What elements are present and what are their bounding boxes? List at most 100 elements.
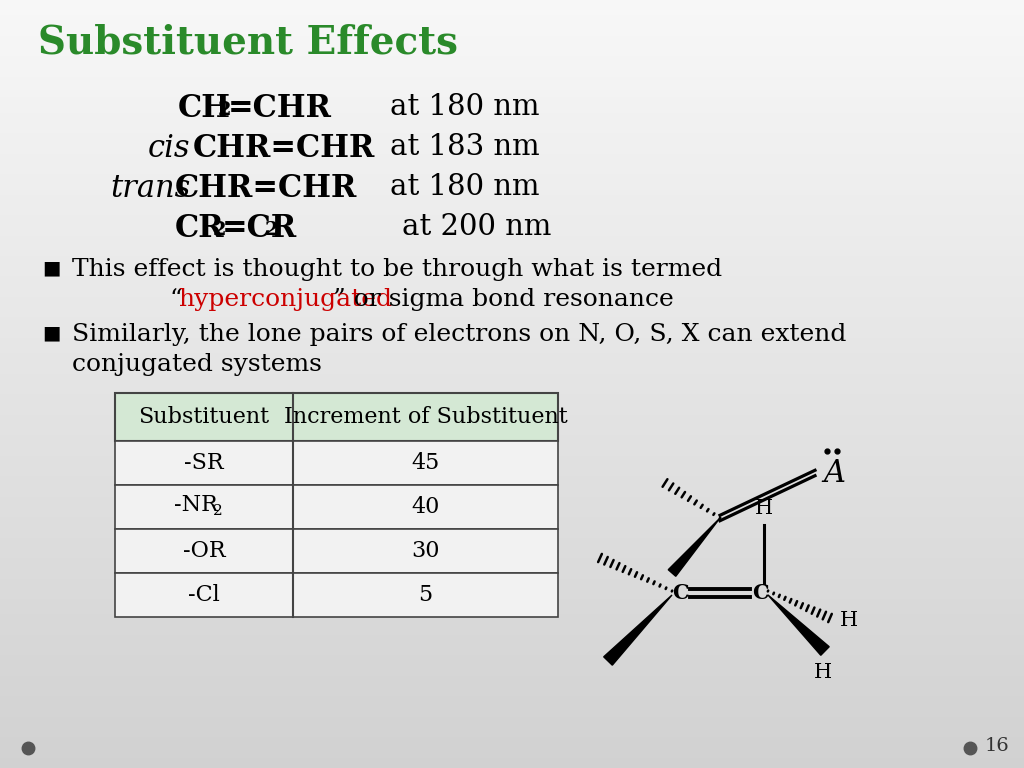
Bar [0,660,1024,666]
Bar [0,50,1024,56]
Bar [0,301,1024,307]
Bar [0,296,1024,302]
Bar [0,608,1024,614]
Text: “: “ [170,288,182,311]
Bar [0,286,1024,292]
Bar [0,737,1024,743]
Bar [0,250,1024,256]
Bar [0,537,1024,543]
Bar [0,603,1024,609]
Bar [0,311,1024,317]
Bar [0,562,1024,568]
Bar [0,664,1024,670]
Text: -OR: -OR [182,540,225,562]
Polygon shape [669,518,720,576]
Bar [0,511,1024,517]
Bar [0,572,1024,578]
Bar [0,209,1024,215]
Text: 2: 2 [213,221,226,239]
Text: =CHR: =CHR [228,93,332,124]
Bar [0,337,1024,343]
Bar [0,178,1024,184]
Bar [0,547,1024,553]
Bar [0,706,1024,712]
Bar [0,122,1024,128]
Bar [115,441,558,485]
Bar [0,194,1024,200]
Text: 2: 2 [213,504,223,518]
Bar [115,529,558,573]
Bar [0,353,1024,359]
Bar [0,173,1024,179]
Bar [0,101,1024,108]
Bar [0,65,1024,71]
Bar [0,501,1024,507]
Bar [0,516,1024,522]
Bar [0,357,1024,363]
Text: C: C [672,583,688,603]
Bar [0,598,1024,604]
Bar [0,475,1024,482]
Text: Substituent: Substituent [138,406,269,428]
Text: ” or sigma bond resonance: ” or sigma bond resonance [333,288,674,311]
Bar [0,614,1024,620]
Bar [0,414,1024,420]
Bar [0,419,1024,425]
Bar [0,55,1024,61]
Text: cis: cis [148,133,190,164]
Bar [0,424,1024,430]
Bar [0,568,1024,574]
Bar [0,30,1024,36]
Bar [0,618,1024,624]
Bar [115,573,558,617]
Text: ■: ■ [42,258,60,277]
Bar [0,230,1024,236]
Bar [0,332,1024,338]
Text: -Cl: -Cl [188,584,220,606]
Bar [0,219,1024,225]
Text: at 180 nm: at 180 nm [390,173,540,201]
Text: H: H [840,611,858,631]
Bar [0,153,1024,159]
Bar [0,726,1024,732]
Bar [0,526,1024,532]
Text: =CR: =CR [222,213,297,244]
Bar [0,347,1024,353]
Text: Substituent Effects: Substituent Effects [38,23,458,61]
Bar [0,434,1024,440]
Bar [0,449,1024,455]
Text: at 180 nm: at 180 nm [390,93,540,121]
Bar [0,15,1024,21]
Bar [0,362,1024,369]
Bar [0,188,1024,194]
Bar [0,234,1024,240]
Bar [0,214,1024,220]
Text: 2: 2 [218,101,231,119]
Bar [0,639,1024,645]
Bar [0,378,1024,384]
Bar [115,393,558,441]
Bar [0,142,1024,148]
Bar [0,326,1024,333]
Bar [0,76,1024,82]
Bar [0,61,1024,67]
Bar [115,485,558,529]
Text: Similarly, the lone pairs of electrons on N, O, S, X can extend: Similarly, the lone pairs of electrons o… [72,323,847,346]
Bar [0,240,1024,246]
Bar [0,4,1024,10]
Bar [0,460,1024,466]
Text: ■: ■ [42,323,60,342]
Bar [0,644,1024,650]
Bar [0,541,1024,548]
Bar [0,291,1024,297]
Bar [0,280,1024,286]
Bar [0,746,1024,753]
Bar [0,9,1024,15]
Bar [0,132,1024,138]
Text: conjugated systems: conjugated systems [72,353,322,376]
Bar [0,276,1024,282]
Bar [0,409,1024,415]
Bar [0,470,1024,476]
Bar [0,403,1024,409]
Bar [0,368,1024,374]
